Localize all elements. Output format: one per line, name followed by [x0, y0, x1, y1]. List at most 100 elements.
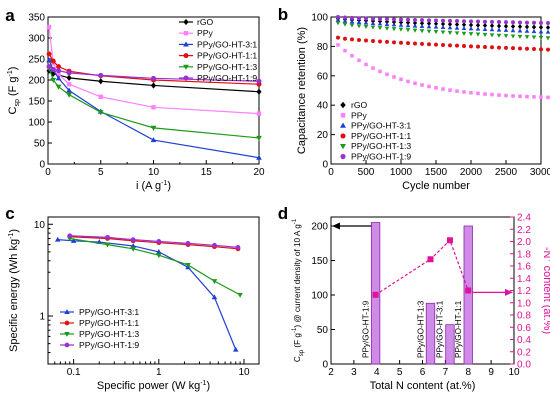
data-point	[342, 22, 348, 27]
legend-marker	[340, 144, 346, 150]
data-point	[398, 27, 404, 32]
x-tick-label: 0	[45, 167, 51, 178]
data-point	[427, 84, 431, 89]
data-point	[343, 36, 347, 41]
data-point	[469, 44, 473, 49]
data-point	[256, 154, 262, 160]
data-point	[405, 28, 411, 33]
data-point	[503, 27, 509, 32]
legend-marker	[340, 133, 346, 139]
data-point	[391, 27, 397, 32]
data-point	[412, 23, 418, 28]
data-point	[385, 39, 389, 44]
data-point	[364, 62, 368, 67]
data-point	[66, 87, 72, 93]
data-point	[399, 17, 403, 22]
data-point	[517, 24, 523, 30]
data-point	[490, 19, 494, 24]
legend-label: PPy/GO-HT-3:1	[351, 121, 411, 131]
data-point	[482, 32, 488, 38]
data-point	[546, 21, 550, 26]
x-axis-label: Cycle number	[402, 180, 470, 192]
y-tick-label: 20	[317, 130, 329, 141]
data-point	[434, 86, 438, 90]
n-content-line	[375, 239, 469, 296]
data-point	[447, 25, 453, 30]
data-point	[545, 36, 550, 41]
x-tick-label: 3	[351, 367, 357, 378]
y-tick-label: 0	[39, 160, 45, 171]
data-point	[454, 31, 460, 36]
y-tick-label: 200	[28, 76, 45, 87]
data-point	[384, 21, 390, 26]
data-point	[538, 35, 544, 40]
data-point	[448, 43, 452, 48]
data-point	[413, 41, 417, 46]
data-point	[66, 81, 72, 87]
legend-label: PPy/GO-HT-1:3	[79, 329, 139, 339]
data-point	[441, 42, 445, 47]
y-tick-label: 1	[39, 312, 45, 323]
data-point	[70, 237, 77, 243]
y-tick-label: 300	[28, 34, 45, 45]
data-point	[531, 24, 537, 30]
data-point	[497, 93, 501, 97]
y-tick-label: 150	[28, 97, 45, 108]
y-tick-label: 10	[34, 220, 46, 231]
legend-marker	[183, 30, 189, 36]
data-point	[349, 23, 355, 28]
legend-marker	[64, 320, 70, 326]
data-point	[150, 125, 157, 131]
data-point	[490, 92, 494, 97]
legend-label: PPy/GO-HT-1:9	[197, 73, 257, 83]
y-tick-label: 100	[311, 13, 328, 24]
x-tick-label: 2000	[460, 167, 483, 178]
data-point	[469, 90, 473, 95]
data-point	[357, 16, 361, 21]
data-point	[483, 44, 487, 49]
x-axis-label: i (A g-1)	[136, 180, 171, 192]
data-point	[440, 24, 446, 30]
data-point	[356, 19, 362, 25]
y-tick-label: 50	[34, 139, 46, 150]
data-point	[335, 17, 341, 22]
y-axis-label: Specific energy (Wh kg-1)	[8, 229, 20, 352]
data-point	[419, 29, 425, 34]
bar-label: PPy/GO-HT-1:3	[416, 300, 425, 358]
data-point	[510, 28, 516, 33]
data-point	[462, 44, 466, 48]
legend-label: PPy/GO-HT-3:1	[197, 39, 257, 49]
data-point	[518, 20, 522, 25]
x-tick-label: 2500	[495, 167, 518, 178]
data-point	[46, 24, 52, 30]
data-point	[447, 30, 453, 35]
data-point	[385, 17, 389, 22]
x-tick-label: 3000	[530, 167, 550, 178]
data-point	[156, 253, 162, 259]
right-tick-label: 0.6	[517, 323, 531, 334]
data-point	[50, 77, 57, 83]
data-point	[56, 64, 62, 70]
data-point	[156, 249, 162, 254]
n-content-point	[427, 256, 434, 263]
data-point	[518, 94, 522, 99]
data-point	[357, 58, 361, 63]
data-point	[50, 67, 56, 72]
data-point	[539, 20, 543, 25]
data-point	[412, 20, 418, 26]
data-point	[462, 90, 466, 94]
data-point	[349, 19, 355, 24]
data-point	[427, 42, 431, 47]
left-arrow-head	[332, 222, 340, 230]
data-point	[434, 18, 438, 23]
x-axis-label: Total N content (at.%)	[370, 380, 476, 392]
data-point	[447, 21, 453, 27]
data-point	[150, 137, 157, 143]
x-tick-label: 10	[148, 167, 160, 178]
data-point	[426, 20, 432, 27]
data-point	[525, 20, 529, 25]
data-point	[211, 279, 218, 285]
data-point	[56, 71, 61, 77]
